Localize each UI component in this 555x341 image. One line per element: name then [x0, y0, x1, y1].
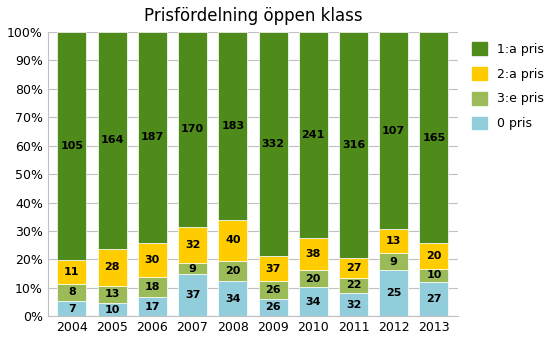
Legend: 1:a pris, 2:a pris, 3:e pris, 0 pris: 1:a pris, 2:a pris, 3:e pris, 0 pris — [468, 38, 548, 134]
Text: 107: 107 — [382, 126, 405, 136]
Text: 9: 9 — [189, 264, 196, 273]
Text: 38: 38 — [306, 249, 321, 259]
Bar — [339, 32, 368, 258]
Bar — [339, 258, 368, 278]
Bar — [138, 243, 167, 277]
Text: 13: 13 — [386, 236, 401, 247]
Text: 37: 37 — [185, 290, 200, 300]
Title: Prisfördelning öppen klass: Prisfördelning öppen klass — [144, 7, 362, 25]
Text: 8: 8 — [68, 287, 75, 297]
Bar — [98, 303, 127, 316]
Bar — [178, 32, 207, 227]
Bar — [138, 32, 167, 243]
Text: 11: 11 — [64, 267, 79, 277]
Bar — [218, 261, 248, 281]
Text: 26: 26 — [265, 285, 281, 295]
Bar — [57, 260, 87, 284]
Text: 34: 34 — [305, 297, 321, 307]
Text: 34: 34 — [225, 294, 240, 304]
Bar — [299, 32, 328, 238]
Text: 10: 10 — [104, 305, 120, 315]
Text: 7: 7 — [68, 303, 75, 314]
Bar — [98, 32, 127, 249]
Text: 40: 40 — [225, 235, 240, 245]
Text: 20: 20 — [225, 266, 240, 276]
Text: 9: 9 — [390, 257, 398, 267]
Bar — [379, 32, 408, 229]
Bar — [57, 32, 87, 260]
Text: 183: 183 — [221, 121, 244, 131]
Bar — [138, 277, 167, 297]
Bar — [420, 269, 448, 282]
Text: 28: 28 — [104, 262, 120, 272]
Text: 20: 20 — [306, 273, 321, 284]
Bar — [57, 284, 87, 301]
Bar — [259, 299, 287, 316]
Text: 27: 27 — [426, 294, 442, 304]
Bar — [259, 32, 287, 256]
Bar — [339, 293, 368, 316]
Text: 316: 316 — [342, 140, 365, 150]
Text: 27: 27 — [346, 263, 361, 273]
Bar — [379, 253, 408, 270]
Bar — [299, 238, 328, 270]
Bar — [178, 274, 207, 316]
Text: 10: 10 — [426, 270, 442, 280]
Text: 164: 164 — [100, 135, 124, 145]
Text: 187: 187 — [140, 133, 164, 143]
Bar — [138, 297, 167, 316]
Text: 17: 17 — [144, 301, 160, 312]
Text: 165: 165 — [422, 133, 446, 143]
Bar — [218, 220, 248, 261]
Bar — [379, 270, 408, 316]
Bar — [98, 249, 127, 286]
Bar — [420, 243, 448, 269]
Text: 26: 26 — [265, 302, 281, 312]
Text: 105: 105 — [60, 141, 83, 151]
Bar — [259, 256, 287, 281]
Bar — [299, 270, 328, 287]
Text: 22: 22 — [346, 280, 361, 291]
Text: 332: 332 — [261, 139, 285, 149]
Text: 241: 241 — [301, 130, 325, 140]
Bar — [98, 286, 127, 303]
Text: 20: 20 — [426, 251, 442, 261]
Bar — [178, 227, 207, 264]
Text: 32: 32 — [346, 300, 361, 310]
Text: 37: 37 — [265, 264, 281, 273]
Text: 32: 32 — [185, 240, 200, 250]
Bar — [218, 281, 248, 316]
Text: 30: 30 — [145, 255, 160, 265]
Bar — [420, 282, 448, 316]
Bar — [339, 278, 368, 293]
Bar — [218, 32, 248, 220]
Bar — [178, 264, 207, 274]
Text: 18: 18 — [144, 282, 160, 292]
Bar — [57, 301, 87, 316]
Text: 25: 25 — [386, 288, 401, 298]
Text: 13: 13 — [104, 290, 120, 299]
Bar — [420, 32, 448, 243]
Text: 170: 170 — [181, 124, 204, 134]
Bar — [259, 281, 287, 299]
Bar — [299, 287, 328, 316]
Bar — [379, 229, 408, 253]
